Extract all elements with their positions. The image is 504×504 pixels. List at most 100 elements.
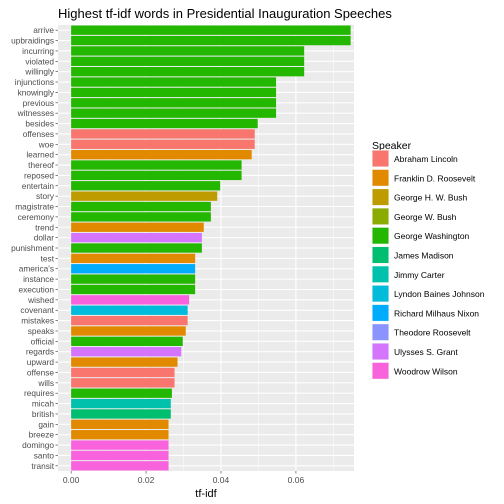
x-tick-label: 0.02 [138,475,155,485]
y-tick-label: witnesses [17,108,54,118]
bar-requires [71,388,172,398]
y-tick-label: wills [37,378,54,388]
legend-swatch [372,304,389,321]
y-tick-label: domingo [22,440,54,450]
bar-trend [71,222,204,232]
bar-mistakes [71,315,188,326]
y-tick-label: magistrate [15,202,54,212]
bar-offense [71,367,175,378]
legend-label: Ulysses S. Grant [394,347,458,357]
y-tick-label: story [36,191,55,201]
bar-woe [71,139,255,149]
bar-america-s [71,264,196,274]
bar-speaks [71,326,186,336]
bar-execution [71,284,196,295]
legend-label: Abraham Lincoln [394,154,458,164]
y-tick-label: reposed [24,170,54,180]
legend: Speaker Abraham Lincoln Franklin D. Roose… [372,140,485,380]
bar-micah [71,398,171,409]
y-tick-label: incurring [22,46,54,56]
y-tick-label: trend [35,222,54,232]
y-tick-label: previous [23,98,54,108]
y-tick-label: british [32,409,55,419]
y-tick-label: knowingly [18,87,55,97]
y-tick-label: punishment [11,243,55,253]
legend-swatch [372,362,389,379]
y-tick-label: offenses [23,129,54,139]
legend-swatch [372,208,389,225]
y-tick-label: covenant [20,305,54,315]
bar-learned [71,149,252,160]
legend-label: Woodrow Wilson [394,366,458,376]
y-tick-label: violated [25,56,54,66]
y-tick-label: wished [27,295,54,305]
legend-swatch [372,227,389,244]
legend-swatch [372,266,389,283]
bar-ceremony [71,212,211,222]
legend-title: Speaker [372,140,412,152]
y-tick-label: execution [18,284,54,294]
bar-regards [71,347,182,357]
legend-swatch [372,247,389,263]
legend-label: Richard Milhaus Nixon [394,308,479,318]
legend-label: Theodore Roosevelt [394,328,471,338]
bar-offenses [71,129,255,139]
bar-violated [71,56,305,66]
y-tick-label: ceremony [18,212,55,222]
bar-upbraidings [71,35,351,46]
legend-swatch [372,285,389,302]
legend-swatch [372,189,389,206]
y-tick-label: willingly [24,67,54,77]
bar-willingly [71,67,305,77]
bar-punishment [71,243,202,253]
bar-besides [71,118,258,129]
legend-swatch [372,343,389,360]
y-tick-label: requires [24,388,54,398]
bar-gain [71,419,169,429]
y-tick-label: woe [38,139,55,149]
x-axis-title: tf-idf [195,488,217,500]
bar-transit [71,461,169,471]
bar-incurring [71,46,305,56]
y-tick-label: official [31,336,55,346]
x-tick-label: 0.04 [213,475,230,485]
y-tick-label: regards [26,347,54,357]
legend-swatch [372,169,389,186]
legend-label: James Madison [394,251,454,261]
bar-instance [71,274,196,284]
legend-swatch [372,150,389,167]
y-tick-label: dollar [34,233,55,243]
y-tick-label: besides [25,119,54,129]
bar-official [71,336,183,347]
bar-witnesses [71,108,277,118]
legend-label: Jimmy Carter [394,270,445,280]
legend-items: Abraham Lincoln Franklin D. Roosevelt Geor… [372,150,485,380]
y-tick-label: learned [26,150,54,160]
y-tick-label: speaks [28,326,54,336]
bar-story [71,191,218,201]
bar-covenant [71,305,188,315]
legend-label: Franklin D. Roosevelt [394,173,476,183]
x-tick-label: 0.06 [288,475,305,485]
bar-thereof [71,160,242,170]
y-tick-label: arrive [33,25,54,35]
y-tick-label: transit [31,461,54,471]
legend-label: George Washington [394,231,470,241]
bar-british [71,409,171,419]
bar-upward [71,357,178,367]
y-tick-label: entertain [22,181,55,191]
bar-domingo [71,440,169,450]
bar-wills [71,378,175,388]
bar-magistrate [71,201,211,212]
y-tick-label: thereof [28,160,55,170]
bar-entertain [71,181,221,191]
bar-reposed [71,170,242,181]
bar-previous [71,98,277,108]
y-tick-label: micah [32,399,55,409]
x-tick-label: 0.00 [63,475,80,485]
y-axis-tick-labels: arriveupbraidingsincurringviolatedwillin… [11,25,58,471]
bar-breeze [71,430,169,440]
bar-wished [71,295,190,305]
y-tick-label: test [41,253,55,263]
